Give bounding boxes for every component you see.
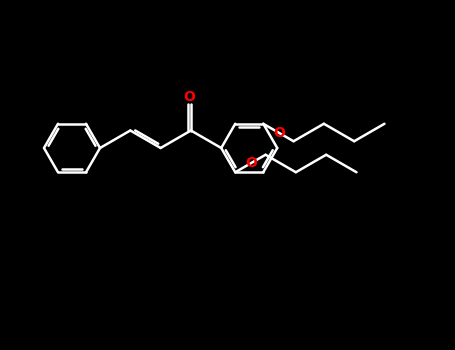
Text: O: O bbox=[273, 126, 285, 140]
Text: O: O bbox=[245, 156, 258, 170]
Text: O: O bbox=[183, 90, 195, 104]
